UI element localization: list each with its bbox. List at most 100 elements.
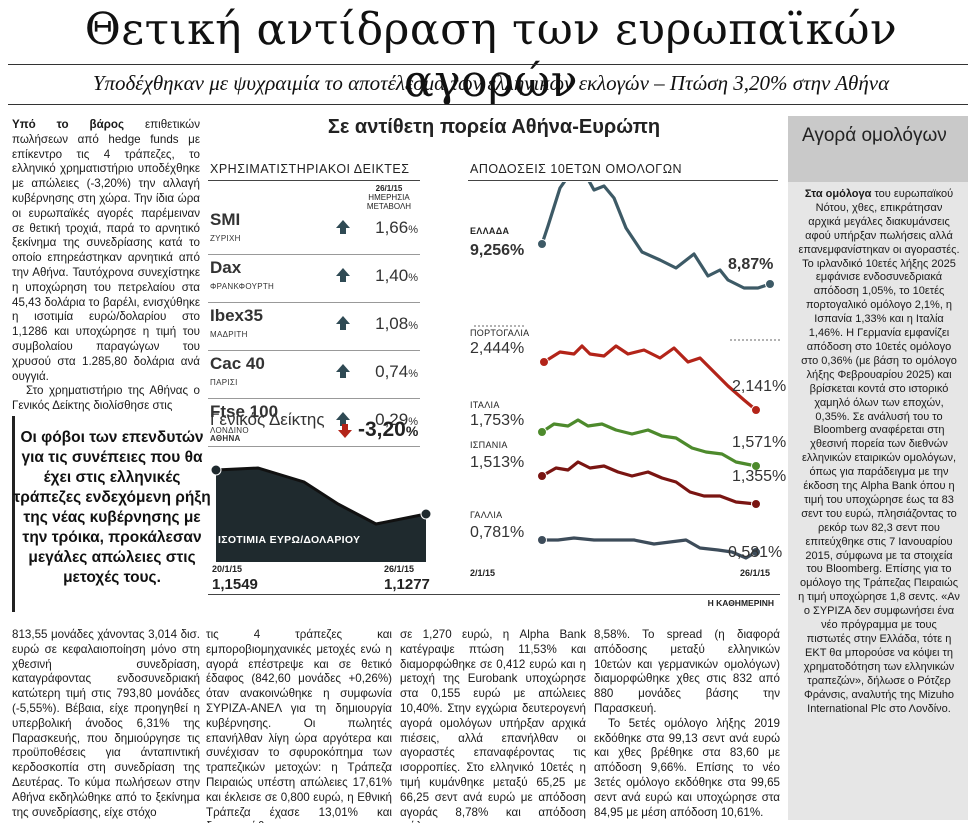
- arrow-up-icon: [336, 412, 350, 426]
- fx-label: ΙΣΟΤΙΜΙΑ ΕΥΡΩ/ΔΟΛΑΡΙΟΥ: [218, 534, 361, 546]
- bond-end-france: 0,581%: [728, 544, 783, 561]
- sidebar-body: του ευρωπαϊκού Νότου, χθες, επικράτησαν …: [798, 188, 960, 715]
- sidebar-lead: Στα ομόλογα: [804, 188, 872, 200]
- bond-series-line: [542, 536, 757, 560]
- pullquote: Οι φόβοι των επενδυτών για τις συνέπειες…: [13, 429, 211, 586]
- subheadline-divider: [8, 104, 968, 105]
- bond-end-point: [751, 547, 761, 557]
- subheadline: Υποδέχθηκαν με ψυχραιμία το αποτέλεσμα τ…: [92, 71, 890, 95]
- index-row-cac40: Cac 40 ΠΑΡΙΣΙ 0,74%: [208, 352, 418, 398]
- arrow-up-icon: [336, 268, 350, 282]
- bonds-header: ΑΠΟΔΟΣΕΙΣ 10ΕΤΩΝ ΟΜΟΛΟΓΩΝ: [470, 162, 683, 176]
- fx-start-point: [210, 464, 222, 476]
- general-index-name: Γενικός Δείκτης: [210, 410, 325, 429]
- bond-x-end: 26/1/15: [740, 568, 771, 578]
- sidebar-title: Αγορά ομολόγων: [802, 125, 947, 146]
- index-separator: [208, 350, 420, 351]
- bond-end-greece: 8,87%: [728, 256, 774, 273]
- index-name: Ftse 100: [210, 402, 279, 421]
- daily-change-date: 26/1/15: [375, 184, 403, 193]
- index-city: ΖΥΡΙΧΗ: [210, 234, 241, 243]
- article-paragraph: 8,58%. Το spread (η διαφορά απόδοσης μετ…: [594, 628, 780, 715]
- sidebar-header: Αγορά ομολόγων: [788, 116, 968, 182]
- bond-series-line: [541, 418, 757, 468]
- indices-header: ΧΡΗΣΙΜΑΤΙΣΤΗΡΙΑΚΟΙ ΔΕΙΚΤΕΣ: [210, 162, 410, 176]
- bond-end-spain: 1,355%: [732, 468, 787, 485]
- index-separator: [208, 398, 420, 399]
- indices-header-rule: [208, 180, 420, 181]
- bonds-header-rule: [468, 180, 778, 181]
- bond-start-france: 0,781%: [470, 524, 525, 541]
- market-graphic: Σε αντίθετη πορεία Αθήνα-Ευρώπη ΧΡΗΣΙΜΑΤ…: [208, 112, 786, 616]
- bond-label-spain: ΙΣΠΑΝΙΑ: [470, 440, 508, 450]
- bond-start-italy: 1,753%: [470, 412, 525, 429]
- bond-end-point: [765, 279, 775, 289]
- general-index-city: ΑΘΗΝΑ: [210, 434, 241, 443]
- bond-series-line: [541, 460, 757, 506]
- article-column-1-top: Υπό το βάρος επιθετικών πωλήσεων από hed…: [12, 118, 200, 414]
- article-lead-in: Υπό το βάρος: [12, 118, 125, 131]
- index-name: SMI: [210, 210, 241, 229]
- bond-start-point: [537, 471, 547, 481]
- bond-end-point: [751, 499, 761, 509]
- bond-start-point: [537, 535, 547, 545]
- article-paragraph-1: επιθετικών πωλήσεων από hedge funds με ε…: [12, 118, 200, 383]
- index-value: 0,29%: [375, 410, 418, 429]
- index-row-ibex35: Ibex35 ΜΑΔΡΙΤΗ 1,08%: [208, 304, 418, 350]
- fx-start-value: 1,1549: [212, 576, 258, 593]
- arrow-down-icon: [338, 424, 352, 438]
- index-value: 0,74%: [375, 362, 418, 381]
- index-city: ΦΡΑΝΚΦΟΥΡΤΗ: [210, 282, 275, 291]
- bonds-line-chart: [474, 182, 780, 560]
- bond-series-line: [540, 182, 771, 290]
- index-name: Dax: [210, 258, 242, 277]
- index-city: ΛΟΝΔΙΝΟ: [210, 426, 249, 435]
- pullquote-bar: [12, 416, 15, 612]
- arrow-up-icon: [336, 316, 350, 330]
- article-column-3: σε 1,270 ευρώ, η Alpha Bank κατέγραψε πτ…: [400, 628, 586, 823]
- fx-start-date: 20/1/15: [212, 564, 243, 574]
- bond-end-point: [751, 461, 761, 471]
- daily-change-header: 26/1/15 ΗΜΕΡΗΣΙΑ ΜΕΤΑΒΟΛΗ: [356, 184, 422, 211]
- index-name: Cac 40: [210, 354, 265, 373]
- index-city: ΠΑΡΙΣΙ: [210, 378, 238, 387]
- daily-change-label: ΗΜΕΡΗΣΙΑ: [368, 193, 410, 202]
- bond-start-point: [537, 239, 547, 249]
- headline-divider: [8, 64, 968, 65]
- index-name: Ibex35: [210, 306, 263, 325]
- bond-series-line: [543, 344, 758, 412]
- bond-end-point: [751, 405, 761, 415]
- index-row-dax: Dax ΦΡΑΝΚΦΟΥΡΤΗ 1,40%: [208, 256, 418, 302]
- bond-start-point: [539, 357, 549, 367]
- bond-start-portugal: 2,444%: [470, 340, 525, 357]
- bond-label-italy: ΙΤΑΛΙΑ: [470, 400, 500, 410]
- fx-end-date: 26/1/15: [384, 564, 415, 574]
- fx-line: [215, 466, 427, 526]
- index-value: 1,40%: [375, 266, 418, 285]
- bond-x-start: 2/1/15: [470, 568, 496, 578]
- article-paragraph: 813,55 μονάδες χάνοντας 3,014 δισ. ευρώ …: [12, 628, 200, 819]
- arrow-up-icon: [336, 364, 350, 378]
- index-row-smi: SMI ΖΥΡΙΧΗ 1,66%: [208, 208, 418, 254]
- index-separator: [208, 446, 420, 447]
- article-column-4: 8,58%. Το spread (η διαφορά απόδοσης μετ…: [594, 628, 780, 820]
- graphic-bottom-rule: [208, 594, 780, 595]
- bond-start-point: [537, 427, 547, 437]
- article-paragraph: τις 4 τράπεζες και εμπορoβιομηχανικές με…: [206, 628, 392, 823]
- fx-end-value: 1,1277: [384, 576, 430, 593]
- index-city: ΜΑΔΡΙΤΗ: [210, 330, 248, 339]
- fx-end-point: [420, 508, 432, 520]
- fx-area-fill: [216, 468, 426, 562]
- index-separator: [208, 302, 420, 303]
- bond-label-greece: ΕΛΛΑΔΑ: [470, 226, 510, 236]
- index-value: 1,08%: [375, 314, 418, 333]
- graphic-title: Σε αντίθετη πορεία Αθήνα-Ευρώπη: [327, 116, 661, 138]
- general-index-value: -3,20%: [358, 418, 419, 441]
- index-value: 1,66%: [375, 218, 418, 237]
- arrow-up-icon: [336, 220, 350, 234]
- article-paragraph-2: Στο χρηματιστήριο της Αθήνας ο Γενικός Δ…: [12, 384, 200, 413]
- bond-label-portugal: ΠΟΡΤΟΓΑΛΙΑ: [470, 328, 530, 338]
- bond-end-italy: 1,571%: [732, 434, 787, 451]
- sidebar-text: Στα ομόλογα του ευρωπαϊκού Νότου, χθες, …: [798, 188, 960, 716]
- bond-start-spain: 1,513%: [470, 454, 525, 471]
